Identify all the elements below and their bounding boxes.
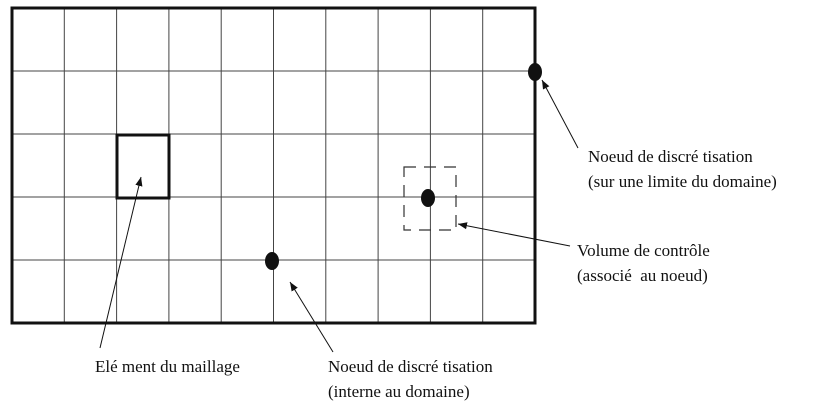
arrow xyxy=(99,176,143,349)
arrow xyxy=(541,79,579,149)
label: Noeud de discré tisation xyxy=(328,357,493,376)
label: Noeud de discré tisation xyxy=(588,147,753,166)
label: Volume de contrôle xyxy=(577,241,710,260)
mesh-grid xyxy=(12,8,535,323)
control-volume xyxy=(403,166,457,231)
internal-node xyxy=(265,252,279,270)
label: (associé au noeud) xyxy=(577,266,708,285)
label: Elé ment du maillage xyxy=(95,357,240,376)
domain-boundary xyxy=(10,6,537,325)
label: (interne au domaine) xyxy=(328,382,470,401)
internal-node xyxy=(421,189,435,207)
label: (sur une limite du domaine) xyxy=(588,172,777,191)
arrow xyxy=(289,281,334,353)
boundary-node xyxy=(528,63,542,81)
arrow xyxy=(457,222,571,247)
mesh-element xyxy=(115,133,171,200)
